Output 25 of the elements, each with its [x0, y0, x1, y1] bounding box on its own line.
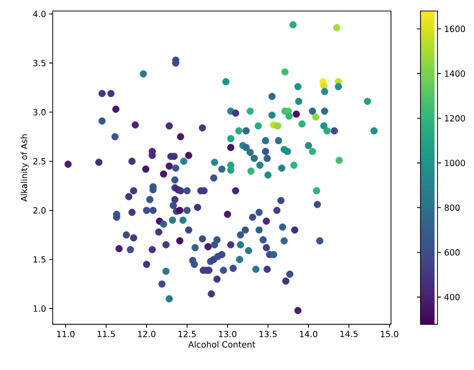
- y-tick-label: 3.5: [33, 60, 46, 66]
- color-bar-label: 400: [444, 294, 460, 300]
- color-bar-label: 1200: [444, 115, 466, 122]
- x-tick-label: 14.0: [300, 330, 318, 338]
- color-bar-label: 1600: [444, 26, 466, 32]
- color-bar-label: 1000: [444, 160, 466, 166]
- color-bar-label: 1400: [444, 70, 466, 77]
- y-tick-label: 4.0: [33, 10, 46, 18]
- x-tick-label: 13.0: [219, 330, 236, 338]
- x-tick-label: 13.5: [259, 330, 277, 338]
- x-tick-label: 12.0: [138, 330, 156, 338]
- y-tick-label: 1.5: [34, 256, 46, 263]
- y-tick-label: 1.0: [34, 305, 46, 312]
- y-tick-label: 3.0: [33, 108, 46, 116]
- color-bar-label: 800: [444, 204, 460, 211]
- x-axis-title: Alcohol Content: [188, 341, 256, 348]
- x-tick-label: 14.5: [340, 330, 358, 338]
- x-tick-label: 12.5: [178, 330, 196, 338]
- x-tick-label: 15.0: [380, 330, 398, 338]
- color-bar-label: 600: [444, 249, 460, 256]
- y-tick-label: 2.0: [33, 207, 46, 214]
- y-axis-title: Alkalinity of Ash: [20, 134, 29, 202]
- x-tick-label: 11.0: [57, 330, 75, 338]
- y-tick-label: 2.5: [33, 158, 46, 164]
- x-tick-label: 11.5: [98, 330, 115, 338]
